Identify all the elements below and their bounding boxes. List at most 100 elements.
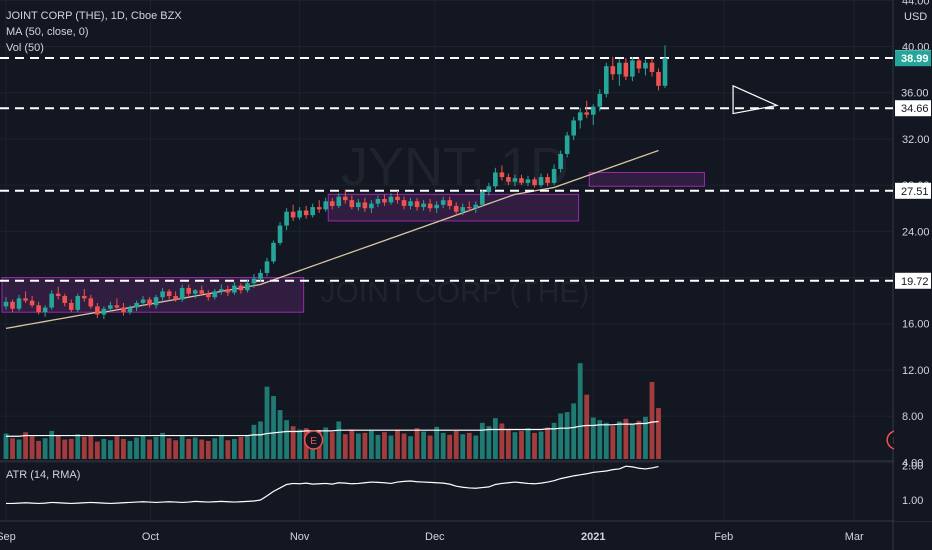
candle-body xyxy=(453,205,459,212)
volume-legend[interactable]: Vol (50) xyxy=(6,42,44,54)
volume-bar xyxy=(277,410,283,459)
candle-body xyxy=(36,305,41,313)
candle-body xyxy=(232,285,237,293)
volume-bar xyxy=(75,434,81,459)
price-tick-label: 16.00 xyxy=(902,319,930,331)
volume-bar xyxy=(382,432,387,459)
volume-bar xyxy=(290,426,296,459)
candle-body xyxy=(466,207,472,209)
volume-bar xyxy=(153,436,159,459)
volume-bar xyxy=(538,431,544,459)
candle-body xyxy=(310,207,315,216)
volume-bar xyxy=(81,436,87,459)
level-price-tag xyxy=(895,182,931,199)
volume-bar xyxy=(499,423,505,459)
volume-bar xyxy=(49,430,55,459)
candle-body xyxy=(166,291,172,297)
volume-bar xyxy=(590,417,596,459)
consolidation-box xyxy=(1,277,305,313)
candle-body xyxy=(16,298,22,309)
candle-body xyxy=(623,62,629,77)
candle-body xyxy=(258,272,263,279)
volume-bar xyxy=(649,381,655,459)
candle-body xyxy=(179,287,185,300)
candle-body xyxy=(512,178,518,182)
candle-body xyxy=(577,112,583,121)
volume-bar xyxy=(447,434,453,459)
candle-body xyxy=(323,201,329,210)
volume-bar xyxy=(525,428,531,459)
candle-body xyxy=(395,196,400,201)
volume-bar xyxy=(127,440,133,459)
time-axis[interactable]: Sep Oct Nov Dec 2021 Feb Mar xyxy=(0,531,864,543)
volume-bar xyxy=(323,427,329,459)
atr-pane xyxy=(6,465,659,505)
candle-body xyxy=(564,135,570,154)
triangle-pattern[interactable] xyxy=(732,84,780,115)
candle-body xyxy=(604,66,609,94)
candle-body xyxy=(42,307,48,313)
candle-body xyxy=(590,106,596,115)
volume-bar xyxy=(140,435,146,459)
candle-body xyxy=(251,278,257,284)
candle-body xyxy=(434,204,439,209)
candle-body xyxy=(153,297,159,306)
candle-body xyxy=(427,203,433,209)
volume-bar xyxy=(192,437,198,459)
candle-body xyxy=(525,179,531,183)
candle-body xyxy=(75,296,81,310)
volume-bar xyxy=(62,439,68,459)
candle-body xyxy=(473,204,479,209)
candle-body xyxy=(617,62,622,75)
candle-body xyxy=(375,199,381,204)
candle-body xyxy=(271,242,276,262)
level-price-label: 34.66 xyxy=(901,103,929,115)
last-price-label: 38.99 xyxy=(901,53,929,65)
candle-body xyxy=(121,307,126,313)
candle-body xyxy=(82,296,87,299)
candle-body xyxy=(649,62,655,72)
volume-bar xyxy=(506,428,511,459)
candle-body xyxy=(55,293,61,297)
price-unit-label: USD xyxy=(904,11,927,23)
volume-bar xyxy=(108,440,113,459)
candle-body xyxy=(558,153,563,169)
candles xyxy=(3,45,668,320)
volume-bar xyxy=(42,438,48,459)
time-tick-label: Dec xyxy=(425,531,445,543)
candle-body xyxy=(127,307,133,313)
volume-bar xyxy=(466,432,472,459)
price-tick-label: 8.00 xyxy=(902,411,923,423)
price-marker-label: 36.00 xyxy=(901,88,929,100)
volume-bar xyxy=(134,437,139,459)
candle-body xyxy=(114,305,120,308)
volume-bar xyxy=(186,438,192,459)
candle-body xyxy=(343,196,348,201)
volume-bar xyxy=(434,426,440,459)
volume-bar xyxy=(114,436,120,459)
price-axis[interactable]: 44.0040.0036.0032.0028.0024.0020.0016.00… xyxy=(894,0,932,521)
ma-legend[interactable]: MA (50, close, 0) xyxy=(6,26,89,38)
volume-bar xyxy=(297,429,303,459)
volume-bar xyxy=(271,396,276,459)
level-price-label: 27.51 xyxy=(901,186,929,198)
volume-bar xyxy=(179,436,185,459)
last-price-tag xyxy=(895,50,931,67)
atr-legend[interactable]: ATR (14, RMA) xyxy=(6,469,81,481)
volume-bar xyxy=(558,413,564,459)
time-tick-label: Oct xyxy=(142,531,159,543)
volume-bar xyxy=(329,432,335,459)
volume-bar xyxy=(584,394,590,459)
candle-body xyxy=(656,71,661,86)
candle-body xyxy=(571,120,576,136)
candle-body xyxy=(460,207,466,212)
earnings-marker-label: E xyxy=(310,436,317,447)
candle-body xyxy=(277,225,283,243)
moving-average xyxy=(5,149,659,330)
candle-body xyxy=(408,201,413,206)
symbol-title[interactable]: JOINT CORP (THE), 1D, Cboe BZX xyxy=(6,10,182,22)
candle-body xyxy=(551,168,557,183)
price-tick-label: 32.00 xyxy=(902,134,930,146)
